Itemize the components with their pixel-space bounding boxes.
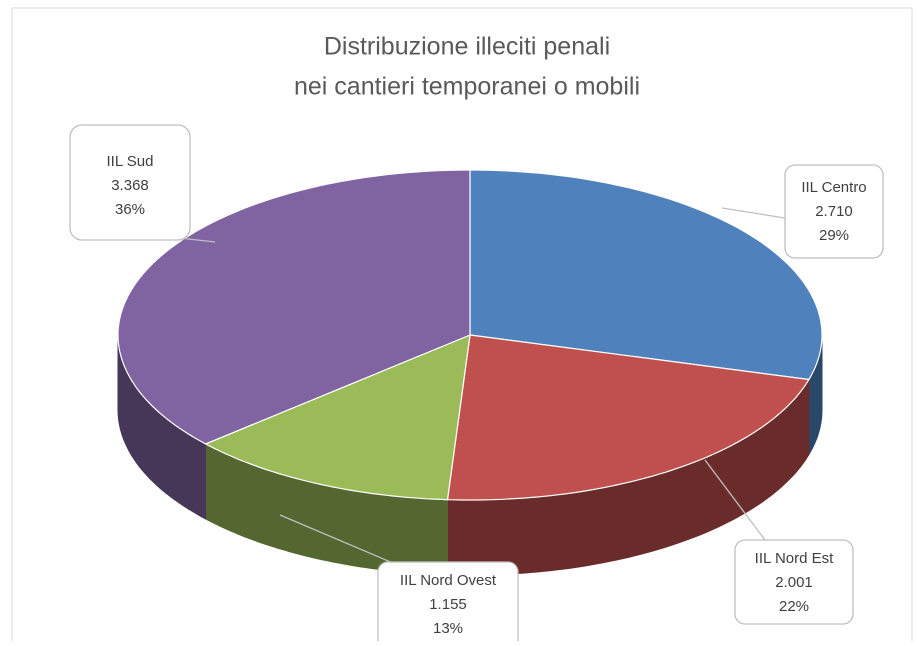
callout-box <box>69 124 191 241</box>
leader-line <box>179 237 216 243</box>
callout: IIL Nord Est 2.001 22% <box>734 539 854 625</box>
pie-slice <box>469 169 823 381</box>
pie-slice <box>117 169 471 445</box>
leader-line <box>704 459 766 541</box>
callout-box <box>734 539 854 625</box>
callout-value: 3.368 <box>111 177 149 194</box>
callout: IIL Nord Ovest 1.155 13% <box>377 561 519 646</box>
callout-name: IIL Nord Ovest <box>400 572 497 589</box>
leader-line <box>279 514 401 567</box>
callout-name: IIL Nord Est <box>755 550 834 567</box>
callout-box <box>377 561 519 646</box>
chart-title: nei cantieri temporanei o mobili <box>294 73 640 101</box>
callout-name: IIL Centro <box>801 179 866 196</box>
callout-percent: 13% <box>433 620 463 637</box>
callout: IIL Sud 3.368 36% <box>69 124 191 241</box>
callout-value: 2.710 <box>815 203 853 220</box>
callout-name: IIL Sud <box>107 153 154 170</box>
callout-percent: 29% <box>819 227 849 244</box>
pie <box>117 169 823 576</box>
leader-line <box>721 207 786 219</box>
callout: IIL Centro 2.710 29% <box>784 164 884 259</box>
callout-percent: 22% <box>779 598 809 615</box>
callout-value: 2.001 <box>775 574 813 591</box>
callout-box <box>784 164 884 259</box>
pie-slice <box>446 334 810 501</box>
callout-percent: 36% <box>115 201 145 218</box>
pie-slice <box>204 334 471 501</box>
callout-value: 1.155 <box>429 596 467 613</box>
chart-title: Distribuzione illeciti penali <box>324 33 610 61</box>
